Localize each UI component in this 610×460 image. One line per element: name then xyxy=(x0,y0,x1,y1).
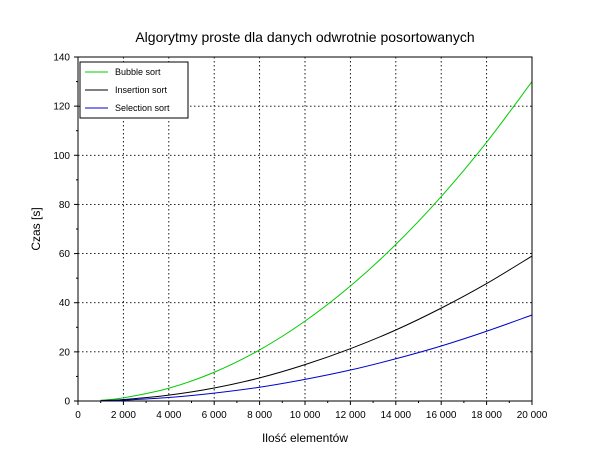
x-tick-label: 12 000 xyxy=(335,410,366,421)
series-line-bubble-sort xyxy=(100,81,533,401)
y-tick-label: 0 xyxy=(64,397,70,408)
x-tick-label: 6 000 xyxy=(202,410,227,421)
y-tick-label: 60 xyxy=(59,249,71,260)
series-layer xyxy=(100,81,533,402)
x-tick-label: 2 000 xyxy=(111,410,136,421)
legend: Bubble sort Insertion sort Selection sort xyxy=(79,61,189,119)
x-tick-label: 8 000 xyxy=(247,410,272,421)
y-tick-label: 120 xyxy=(53,102,70,113)
x-tick-label: 18 000 xyxy=(471,410,502,421)
chart-title: Algorytmy proste dla danych odwrotnie po… xyxy=(135,29,474,45)
y-tick-label: 100 xyxy=(53,151,70,162)
x-tick-label: 4 000 xyxy=(156,410,181,421)
y-tick-label: 40 xyxy=(59,298,71,309)
legend-label: Selection sort xyxy=(115,103,170,113)
x-tick-label: 10 000 xyxy=(290,410,321,421)
x-tick-label: 14 000 xyxy=(381,410,412,421)
x-tick-label: 0 xyxy=(75,410,81,421)
series-line-insertion-sort xyxy=(100,255,533,402)
legend-label: Bubble sort xyxy=(115,67,161,77)
y-axis-title: Czas [s] xyxy=(29,207,43,250)
x-axis-title: Ilość elementów xyxy=(262,431,348,445)
ticks: 0 2 000 4 000 6 000 8 000 10 000 12 000 14 000 1… xyxy=(53,53,547,422)
x-tick-label: 20 000 xyxy=(517,410,548,421)
y-tick-label: 20 xyxy=(59,347,71,358)
x-tick-label: 16 000 xyxy=(426,410,457,421)
legend-label: Insertion sort xyxy=(115,85,168,95)
y-tick-label: 140 xyxy=(53,53,70,64)
y-tick-label: 80 xyxy=(59,200,71,211)
series-line-selection-sort xyxy=(100,314,533,402)
